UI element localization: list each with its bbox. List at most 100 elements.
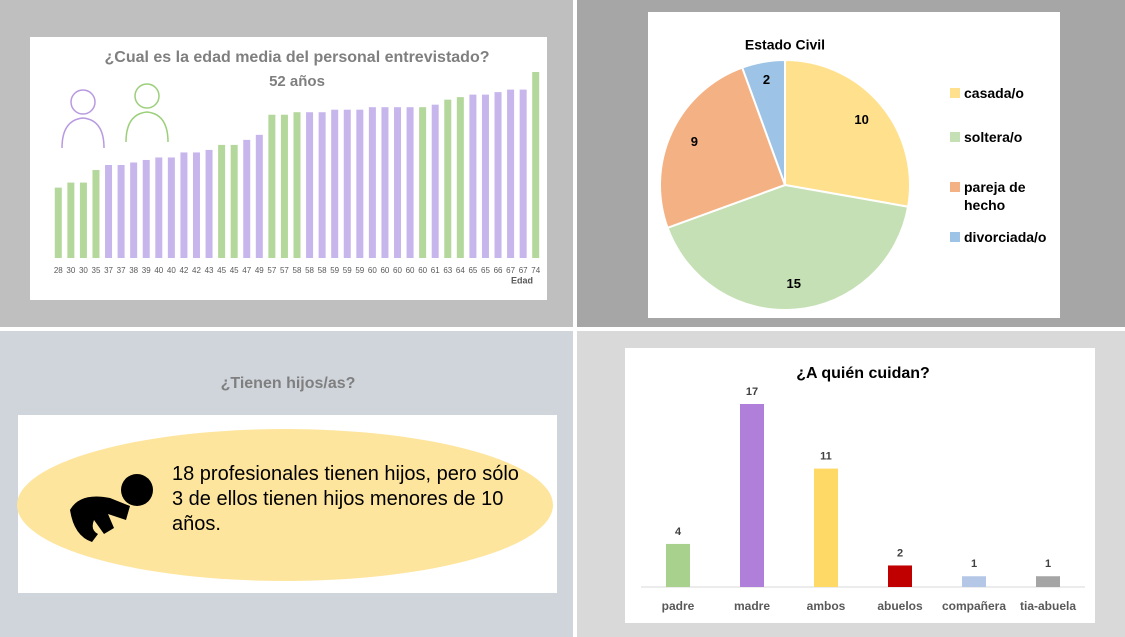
x-tick-label: 37 — [104, 266, 113, 275]
x-tick-label: madre — [734, 599, 770, 613]
data-label: 17 — [746, 386, 758, 398]
x-tick-label: 60 — [368, 266, 377, 275]
x-tick-label: 47 — [242, 266, 251, 275]
data-label: 1 — [1045, 558, 1051, 570]
data-label: 10 — [854, 112, 868, 127]
data-label: 9 — [691, 134, 698, 149]
x-tick-label: 58 — [318, 266, 327, 275]
x-tick-label: 30 — [66, 266, 75, 275]
x-tick-label: 59 — [343, 266, 352, 275]
info-text: 18 profesionales tienen hijos, pero sólo… — [172, 462, 532, 537]
bar — [331, 110, 338, 258]
legend-swatch — [950, 182, 960, 192]
info-title: ¿Tienen hijos/as? — [221, 375, 356, 392]
bar — [495, 92, 502, 258]
legend-label: pareja de hecho — [964, 178, 1054, 214]
x-tick-label: 64 — [456, 266, 465, 275]
bar — [469, 95, 476, 258]
data-label: 4 — [675, 526, 682, 538]
bar — [105, 165, 112, 258]
legend-label: divorciada/o — [964, 228, 1054, 246]
x-tick-label: 65 — [468, 266, 477, 275]
bar — [168, 157, 175, 258]
bar — [155, 157, 162, 258]
x-tick-label: 45 — [230, 266, 239, 275]
x-tick-label: abuelos — [877, 599, 923, 613]
x-tick-label: 37 — [117, 266, 126, 275]
x-tick-label: 40 — [154, 266, 163, 275]
bar — [130, 162, 137, 258]
legend-label: soltera/o — [964, 128, 1054, 146]
x-tick-label: 49 — [255, 266, 264, 275]
x-tick-label: 63 — [443, 266, 452, 275]
bar — [457, 97, 464, 258]
canvas: ¿Tienen hijos/as? ¿Cual es la edad media… — [0, 0, 1125, 637]
x-tick-label: 66 — [494, 266, 503, 275]
bar — [520, 90, 527, 258]
bar — [206, 150, 213, 258]
bar — [243, 140, 250, 258]
bar — [319, 112, 326, 258]
x-tick-label: 61 — [431, 266, 440, 275]
x-tick-label: 60 — [393, 266, 402, 275]
x-tick-label: 60 — [380, 266, 389, 275]
x-tick-label: 74 — [531, 266, 540, 275]
bar — [369, 107, 376, 258]
x-tick-label: 43 — [205, 266, 214, 275]
legend-swatch — [950, 232, 960, 242]
x-tick-label: 60 — [418, 266, 427, 275]
chart-title: ¿Cual es la edad media del personal entr… — [104, 49, 489, 66]
x-tick-label: compañera — [942, 599, 1006, 613]
x-tick-label: 65 — [481, 266, 490, 275]
chart-subtitle: 52 años — [269, 73, 325, 90]
bar — [294, 112, 301, 258]
x-tick-label: 57 — [280, 266, 289, 275]
bar — [118, 165, 125, 258]
bar — [1036, 576, 1060, 587]
x-tick-label: 67 — [506, 266, 515, 275]
data-label: 11 — [820, 450, 832, 462]
data-label: 2 — [763, 72, 770, 87]
bar — [143, 160, 150, 258]
bar — [419, 107, 426, 258]
x-tick-label: 59 — [330, 266, 339, 275]
x-tick-label: 45 — [217, 266, 226, 275]
bar — [482, 95, 489, 258]
bar — [55, 188, 62, 258]
bar — [666, 544, 690, 587]
bar — [740, 404, 764, 587]
bar — [962, 576, 986, 587]
x-tick-label: 60 — [406, 266, 415, 275]
x-tick-label: 39 — [142, 266, 151, 275]
bar — [193, 152, 200, 258]
legend-label: casada/o — [964, 84, 1054, 102]
x-tick-label: 40 — [167, 266, 176, 275]
bar — [180, 152, 187, 258]
bar — [268, 115, 275, 258]
x-tick-label: 42 — [179, 266, 188, 275]
x-tick-label: 58 — [305, 266, 314, 275]
bar — [256, 135, 263, 258]
x-tick-label: 58 — [293, 266, 302, 275]
bar — [92, 170, 99, 258]
bar — [814, 469, 838, 587]
bar — [80, 183, 87, 258]
bar — [381, 107, 388, 258]
data-label: 1 — [971, 558, 977, 570]
x-tick-label: 38 — [129, 266, 138, 275]
x-tick-label: 57 — [267, 266, 276, 275]
bar — [67, 183, 74, 258]
bar — [306, 112, 313, 258]
x-tick-label: 67 — [519, 266, 528, 275]
bar — [432, 105, 439, 258]
x-tick-label: 35 — [92, 266, 101, 275]
x-tick-label: 30 — [79, 266, 88, 275]
bar — [344, 110, 351, 258]
data-label: 2 — [897, 547, 903, 559]
x-axis-label: Edad — [511, 275, 533, 285]
x-tick-label: 42 — [192, 266, 201, 275]
bar — [394, 107, 401, 258]
bar — [444, 100, 451, 258]
legend-swatch — [950, 88, 960, 98]
x-tick-label: ambos — [807, 599, 846, 613]
